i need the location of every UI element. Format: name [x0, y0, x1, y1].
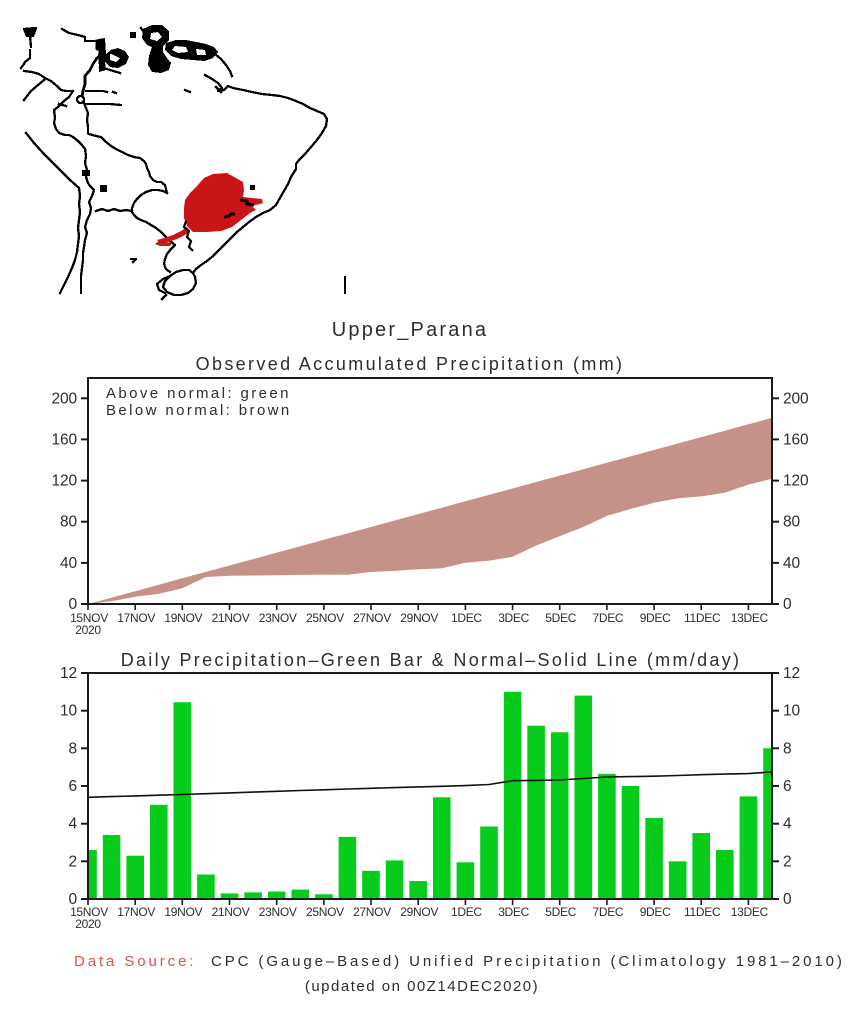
svg-text:3DEC: 3DEC — [498, 611, 529, 625]
svg-text:(updated on 00Z14DEC2020): (updated on 00Z14DEC2020) — [305, 978, 539, 995]
svg-text:Above normal: green: Above normal: green — [106, 385, 291, 402]
svg-text:8: 8 — [68, 740, 77, 757]
svg-text:19NOV: 19NOV — [164, 905, 202, 919]
svg-text:2: 2 — [68, 853, 77, 870]
svg-text:0: 0 — [68, 596, 77, 613]
svg-text:9DEC: 9DEC — [640, 905, 671, 919]
svg-text:12: 12 — [783, 665, 800, 682]
svg-text:11DEC: 11DEC — [684, 611, 721, 625]
svg-text:6: 6 — [68, 778, 77, 795]
svg-text:25NOV: 25NOV — [306, 611, 344, 625]
svg-text:13DEC: 13DEC — [731, 611, 769, 625]
svg-text:Below normal: brown: Below normal: brown — [106, 402, 292, 419]
svg-text:21NOV: 21NOV — [212, 905, 250, 919]
svg-text:160: 160 — [783, 431, 809, 448]
svg-text:2020: 2020 — [75, 917, 101, 931]
svg-text:Data Source:CPC (Gauge–Based): Data Source: CPC (Gauge–Based) Unified Pr… — [74, 953, 845, 970]
svg-text:Observed Accumulated Precipita: Observed Accumulated Precipitation (mm) — [196, 354, 625, 374]
svg-text:27NOV: 27NOV — [353, 905, 391, 919]
svg-text:23NOV: 23NOV — [259, 611, 297, 625]
svg-text:27NOV: 27NOV — [353, 611, 391, 625]
svg-text:19NOV: 19NOV — [164, 611, 202, 625]
svg-text:120: 120 — [51, 473, 77, 490]
svg-text:21NOV: 21NOV — [212, 611, 250, 625]
svg-text:2: 2 — [783, 853, 792, 870]
svg-text:120: 120 — [783, 473, 809, 490]
svg-text:13DEC: 13DEC — [731, 905, 769, 919]
svg-text:40: 40 — [783, 555, 801, 572]
svg-text:200: 200 — [51, 390, 77, 407]
svg-text:15NOV: 15NOV — [70, 905, 108, 919]
svg-text:10: 10 — [60, 703, 78, 720]
svg-text:17NOV: 17NOV — [117, 905, 155, 919]
svg-text:80: 80 — [783, 514, 801, 531]
svg-text:80: 80 — [60, 514, 78, 531]
svg-text:15NOV: 15NOV — [70, 611, 108, 625]
svg-text:5DEC: 5DEC — [545, 905, 576, 919]
svg-text:1DEC: 1DEC — [451, 905, 482, 919]
svg-text:160: 160 — [51, 431, 77, 448]
svg-text:4: 4 — [783, 816, 792, 833]
svg-text:23NOV: 23NOV — [259, 905, 297, 919]
svg-text:25NOV: 25NOV — [306, 905, 344, 919]
svg-text:0: 0 — [783, 891, 792, 908]
svg-text:2020: 2020 — [75, 623, 101, 637]
svg-text:40: 40 — [60, 555, 78, 572]
svg-text:6: 6 — [783, 778, 792, 795]
svg-text:12: 12 — [60, 665, 77, 682]
svg-text:1DEC: 1DEC — [451, 611, 482, 625]
svg-text:Daily Precipitation–Green Bar: Daily Precipitation–Green Bar & Normal–S… — [121, 650, 742, 670]
svg-text:5DEC: 5DEC — [545, 611, 576, 625]
svg-text:4: 4 — [68, 816, 77, 833]
svg-text:11DEC: 11DEC — [684, 905, 721, 919]
svg-text:0: 0 — [68, 891, 77, 908]
svg-text:17NOV: 17NOV — [117, 611, 155, 625]
svg-text:10: 10 — [783, 703, 801, 720]
svg-text:29NOV: 29NOV — [400, 905, 438, 919]
svg-text:7DEC: 7DEC — [592, 905, 623, 919]
svg-text:Upper_Parana: Upper_Parana — [332, 319, 489, 341]
svg-text:7DEC: 7DEC — [592, 611, 623, 625]
svg-text:9DEC: 9DEC — [640, 611, 671, 625]
svg-text:200: 200 — [783, 390, 809, 407]
svg-text:8: 8 — [783, 740, 792, 757]
svg-text:0: 0 — [783, 596, 792, 613]
svg-text:29NOV: 29NOV — [400, 611, 438, 625]
svg-text:3DEC: 3DEC — [498, 905, 529, 919]
